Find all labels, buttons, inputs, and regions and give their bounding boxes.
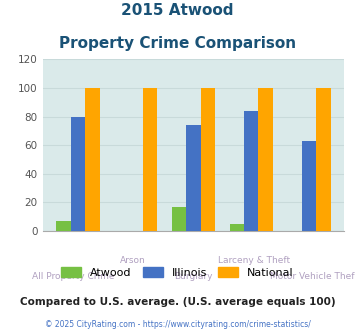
Bar: [230, 224, 244, 231]
Text: 2015 Atwood: 2015 Atwood: [121, 3, 234, 18]
Legend: Atwood, Illinois, National: Atwood, Illinois, National: [57, 263, 298, 282]
Bar: [201, 88, 215, 231]
Bar: [71, 116, 85, 231]
Text: © 2025 CityRating.com - https://www.cityrating.com/crime-statistics/: © 2025 CityRating.com - https://www.city…: [45, 320, 310, 329]
Bar: [56, 221, 71, 231]
Bar: [143, 88, 157, 231]
Bar: [316, 88, 331, 231]
Bar: [302, 141, 316, 231]
Bar: [258, 88, 273, 231]
Text: Arson: Arson: [120, 256, 146, 265]
Bar: [186, 125, 201, 231]
Bar: [85, 88, 100, 231]
Bar: [172, 207, 186, 231]
Bar: [244, 111, 258, 231]
Text: Motor Vehicle Theft: Motor Vehicle Theft: [270, 272, 355, 281]
Text: Burglary: Burglary: [174, 272, 213, 281]
Text: All Property Crime: All Property Crime: [32, 272, 114, 281]
Text: Property Crime Comparison: Property Crime Comparison: [59, 36, 296, 51]
Text: Larceny & Theft: Larceny & Theft: [218, 256, 290, 265]
Text: Compared to U.S. average. (U.S. average equals 100): Compared to U.S. average. (U.S. average …: [20, 297, 335, 307]
